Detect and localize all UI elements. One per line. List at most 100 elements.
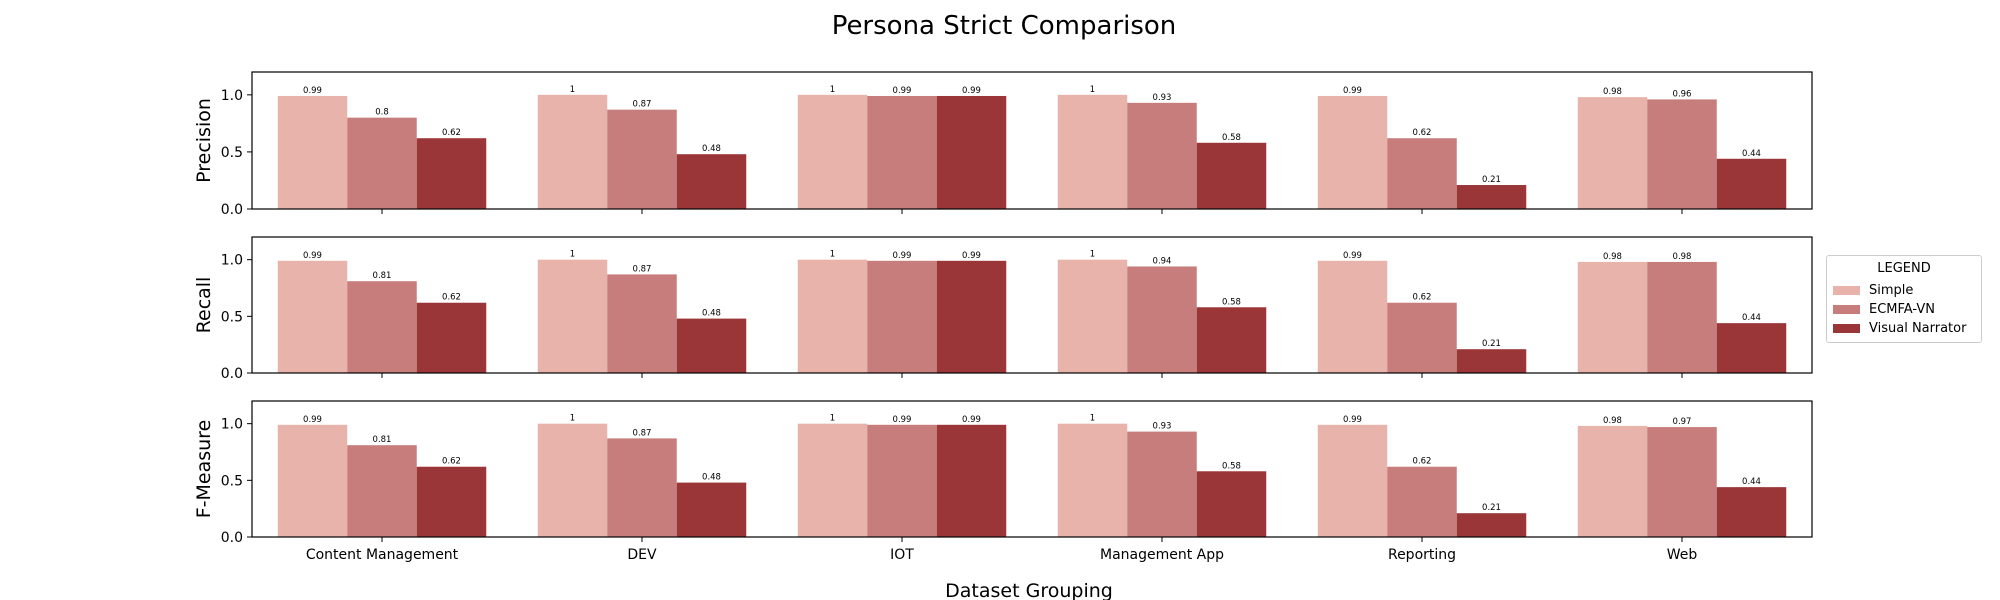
recall-bar-visual-narrator-dev bbox=[676, 318, 747, 373]
precision-ytick-label: 0.5 bbox=[221, 145, 243, 161]
precision-ytick-label: 1.0 bbox=[221, 88, 243, 104]
precision-bar-visual-narrator-web bbox=[1716, 158, 1787, 209]
f-measure-data-label: 1 bbox=[570, 414, 575, 424]
f-measure-bar-simple-content-management bbox=[277, 424, 348, 537]
f-measure-bar-visual-narrator-iot bbox=[936, 424, 1007, 537]
f-measure-data-label: 0.81 bbox=[373, 435, 392, 445]
recall-bar-visual-narrator-content-management bbox=[416, 302, 487, 373]
precision-bar-ecmfa-vn-content-management bbox=[347, 117, 417, 209]
recall-data-label: 0.48 bbox=[702, 309, 721, 319]
precision-data-label: 0.93 bbox=[1153, 93, 1172, 103]
recall-ytick-label: 0.5 bbox=[221, 309, 243, 325]
legend-swatch-simple bbox=[1833, 286, 1860, 295]
precision-bar-visual-narrator-content-management bbox=[416, 138, 487, 209]
x-tick-label-reporting: Reporting bbox=[1388, 547, 1456, 563]
recall-bar-simple-web bbox=[1577, 261, 1648, 373]
f-measure-data-label: 0.48 bbox=[702, 473, 721, 483]
f-measure-bar-visual-narrator-management-app bbox=[1196, 471, 1267, 537]
recall-data-label: 0.99 bbox=[962, 251, 981, 261]
x-tick-label-web: Web bbox=[1667, 547, 1698, 563]
precision-data-label: 0.21 bbox=[1482, 175, 1501, 185]
precision-data-label: 0.98 bbox=[1603, 87, 1622, 97]
precision-bar-simple-web bbox=[1577, 97, 1648, 209]
recall-data-label: 0.62 bbox=[442, 293, 461, 303]
legend-title: LEGEND bbox=[1877, 261, 1931, 276]
f-measure-data-label: 0.99 bbox=[303, 415, 322, 425]
f-measure-ytick-label: 1.0 bbox=[221, 417, 243, 433]
f-measure-bar-ecmfa-vn-content-management bbox=[347, 445, 417, 537]
recall-data-label: 0.99 bbox=[303, 251, 322, 261]
f-measure-bar-visual-narrator-content-management bbox=[416, 466, 487, 537]
precision-bar-simple-dev bbox=[537, 94, 608, 209]
recall-bar-ecmfa-vn-reporting bbox=[1387, 302, 1457, 373]
chart-title: Persona Strict Comparison bbox=[832, 11, 1177, 41]
legend-label-visual-narrator: Visual Narrator bbox=[1869, 321, 1967, 336]
x-axis-label: Dataset Grouping bbox=[945, 580, 1113, 600]
recall-data-label: 0.98 bbox=[1673, 252, 1692, 262]
legend-item-ecmfa-vn: ECMFA-VN bbox=[1833, 302, 1935, 318]
precision-bar-simple-reporting bbox=[1317, 95, 1388, 209]
f-measure-data-label: 0.87 bbox=[633, 428, 652, 438]
precision-data-label: 1 bbox=[1090, 85, 1095, 95]
f-measure-data-label: 1 bbox=[1090, 414, 1095, 424]
precision-data-label: 0.48 bbox=[702, 144, 721, 154]
x-tick-label-management-app: Management App bbox=[1100, 547, 1224, 563]
recall-data-label: 0.62 bbox=[1413, 293, 1432, 303]
recall-data-label: 0.99 bbox=[893, 251, 912, 261]
x-tick-label-dev: DEV bbox=[627, 547, 657, 563]
recall-y-axis-label: Recall bbox=[193, 277, 215, 334]
f-measure-bar-simple-reporting bbox=[1317, 424, 1388, 537]
f-measure-data-label: 0.93 bbox=[1153, 422, 1172, 432]
recall-data-label: 0.58 bbox=[1222, 297, 1241, 307]
f-measure-bar-visual-narrator-reporting bbox=[1456, 513, 1527, 537]
f-measure-ytick-label: 0.0 bbox=[221, 530, 243, 546]
legend-item-visual-narrator: Visual Narrator bbox=[1833, 321, 1966, 337]
legend-swatch-visual-narrator bbox=[1833, 324, 1860, 333]
recall-data-label: 1 bbox=[570, 250, 575, 260]
f-measure-data-label: 0.99 bbox=[1343, 415, 1362, 425]
legend-swatch-ecmfa-vn bbox=[1833, 305, 1860, 314]
recall-bar-simple-content-management bbox=[277, 260, 348, 373]
x-tick-label-iot: IOT bbox=[890, 547, 914, 563]
f-measure-bar-ecmfa-vn-dev bbox=[607, 438, 677, 537]
recall-ytick-label: 1.0 bbox=[221, 253, 243, 269]
precision-bar-visual-narrator-iot bbox=[936, 95, 1007, 209]
recall-data-label: 0.94 bbox=[1153, 256, 1172, 266]
precision-data-label: 0.99 bbox=[303, 86, 322, 96]
precision-bar-ecmfa-vn-reporting bbox=[1387, 138, 1457, 209]
f-measure-data-label: 0.99 bbox=[893, 415, 912, 425]
f-measure-bar-ecmfa-vn-web bbox=[1647, 427, 1717, 537]
f-measure-bar-simple-iot bbox=[797, 423, 868, 537]
recall-bar-visual-narrator-iot bbox=[936, 260, 1007, 373]
recall-ytick-label: 0.0 bbox=[221, 366, 243, 382]
precision-bar-simple-management-app bbox=[1057, 94, 1128, 209]
recall-bar-visual-narrator-management-app bbox=[1196, 307, 1267, 373]
precision-bar-visual-narrator-management-app bbox=[1196, 142, 1267, 209]
recall-bar-ecmfa-vn-management-app bbox=[1127, 266, 1197, 373]
precision-data-label: 0.8 bbox=[375, 108, 389, 118]
recall-data-label: 1 bbox=[830, 250, 835, 260]
f-measure-data-label: 0.62 bbox=[442, 457, 461, 467]
recall-bar-simple-dev bbox=[537, 259, 608, 373]
precision-bar-ecmfa-vn-management-app bbox=[1127, 102, 1197, 209]
recall-bar-simple-iot bbox=[797, 259, 868, 373]
f-measure-data-label: 1 bbox=[830, 414, 835, 424]
recall-bar-visual-narrator-web bbox=[1716, 323, 1787, 373]
f-measure-data-label: 0.98 bbox=[1603, 416, 1622, 426]
precision-bar-ecmfa-vn-dev bbox=[607, 109, 677, 209]
precision-panel-frame bbox=[251, 71, 1813, 210]
precision-data-label: 1 bbox=[570, 85, 575, 95]
f-measure-panel-frame bbox=[251, 400, 1813, 538]
recall-data-label: 1 bbox=[1090, 250, 1095, 260]
recall-bar-ecmfa-vn-iot bbox=[867, 260, 937, 373]
precision-bar-ecmfa-vn-iot bbox=[867, 95, 937, 209]
x-tick-label-content-management: Content Management bbox=[306, 547, 459, 563]
precision-data-label: 0.62 bbox=[1413, 128, 1432, 138]
recall-data-label: 0.87 bbox=[633, 264, 652, 274]
precision-bar-simple-iot bbox=[797, 94, 868, 209]
recall-data-label: 0.44 bbox=[1742, 313, 1761, 323]
recall-bar-ecmfa-vn-dev bbox=[607, 274, 677, 373]
f-measure-bar-visual-narrator-web bbox=[1716, 487, 1787, 537]
